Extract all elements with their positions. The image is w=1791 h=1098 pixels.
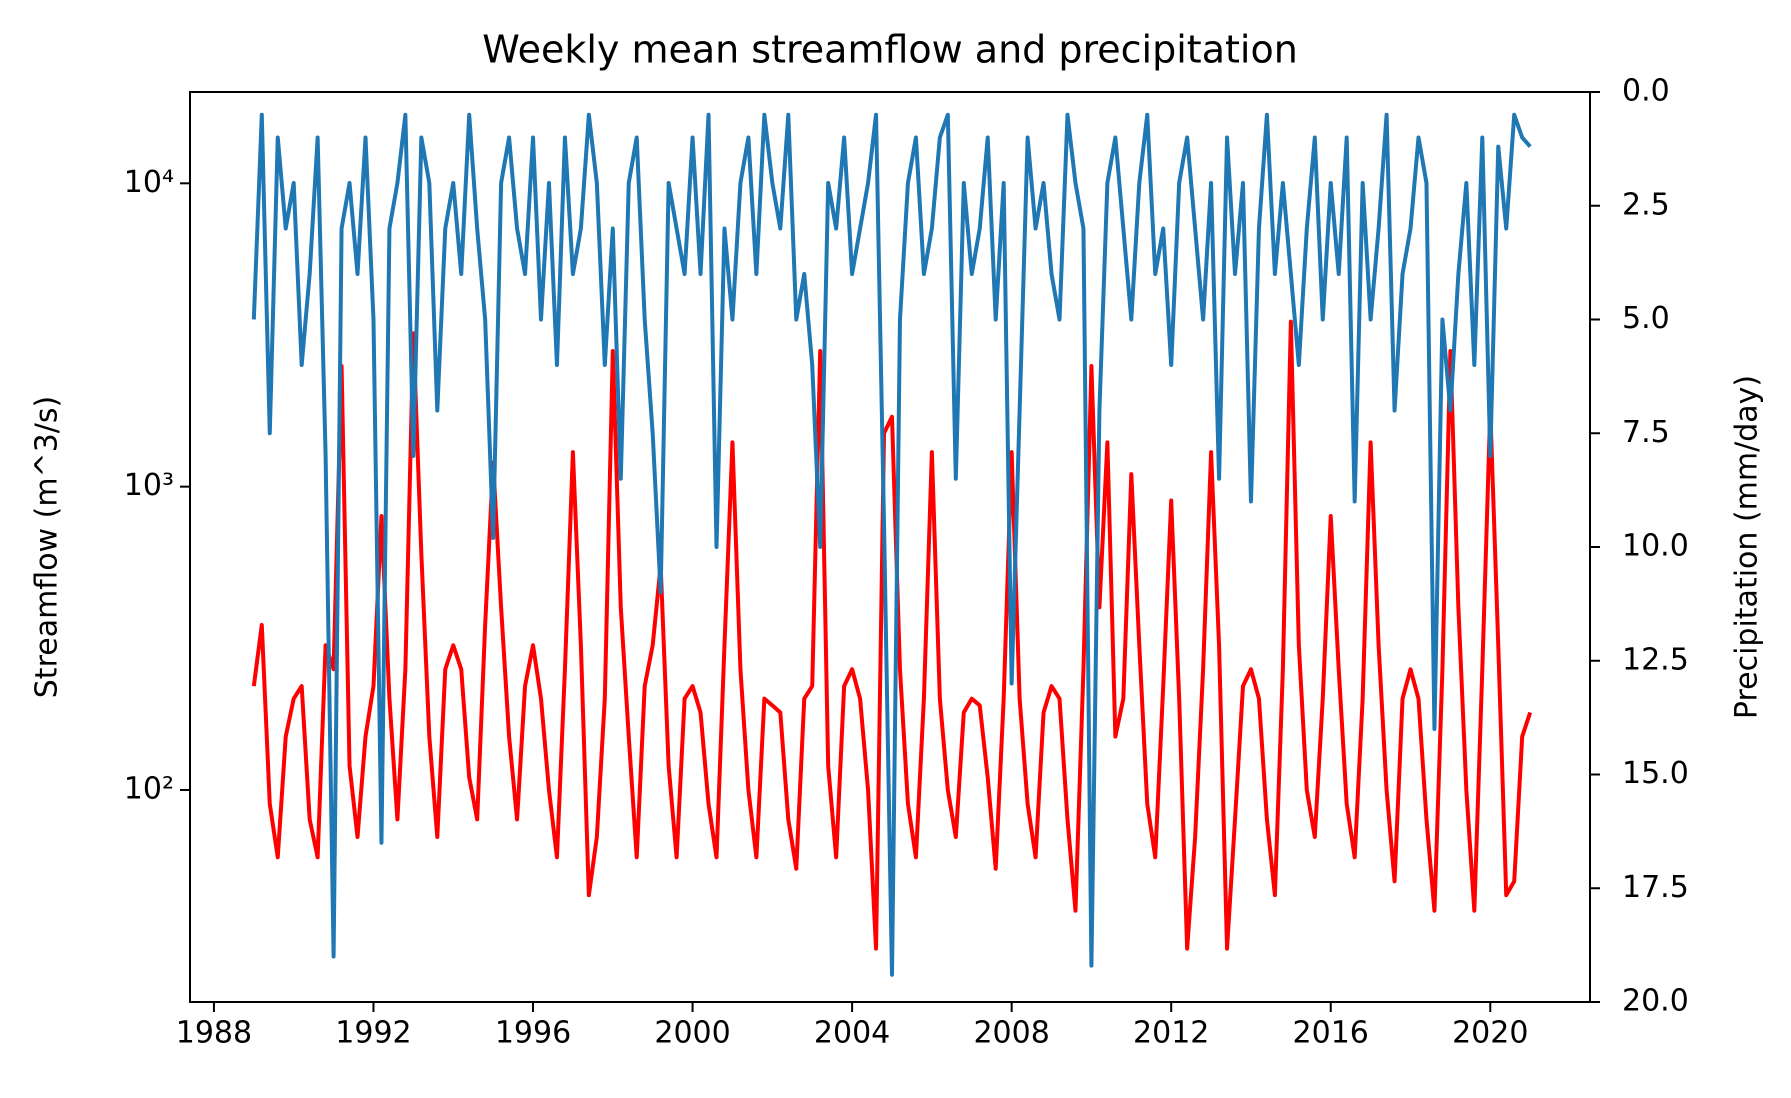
x-tick-label: 1992 — [335, 1016, 411, 1051]
y2-tick-label: 17.5 — [1622, 870, 1689, 905]
x-tick-label: 2004 — [814, 1016, 890, 1051]
x-tick-label: 2008 — [973, 1016, 1049, 1051]
x-tick-label: 1996 — [495, 1016, 571, 1051]
y2-tick-label: 15.0 — [1622, 756, 1689, 791]
y2-tick-label: 0.0 — [1622, 74, 1670, 109]
series-line — [251, 319, 1533, 951]
y-axis-label: Streamflow (m^3/s) — [30, 396, 65, 698]
x-tick-label: 1988 — [176, 1016, 252, 1051]
y2-tick-label: 20.0 — [1622, 984, 1689, 1019]
series-line — [251, 112, 1532, 977]
x-tick-label: 2012 — [1133, 1016, 1209, 1051]
y-tick-label: 10⁴ — [124, 165, 174, 200]
y-tick-label: 10² — [124, 771, 174, 806]
y2-tick-label: 7.5 — [1622, 415, 1670, 450]
y2-tick-label: 5.0 — [1622, 301, 1670, 336]
x-tick-label: 2000 — [654, 1016, 730, 1051]
y2-tick-label: 12.5 — [1622, 642, 1689, 677]
y2-tick-label: 10.0 — [1622, 529, 1689, 564]
x-tick-label: 2016 — [1293, 1016, 1369, 1051]
y-tick-label: 10³ — [124, 468, 174, 503]
y2-axis-label: Precipitation (mm/day) — [1730, 375, 1765, 719]
chart-title: Weekly mean streamflow and precipitation — [482, 28, 1298, 72]
x-tick-label: 2020 — [1452, 1016, 1528, 1051]
y2-tick-label: 2.5 — [1622, 187, 1670, 222]
